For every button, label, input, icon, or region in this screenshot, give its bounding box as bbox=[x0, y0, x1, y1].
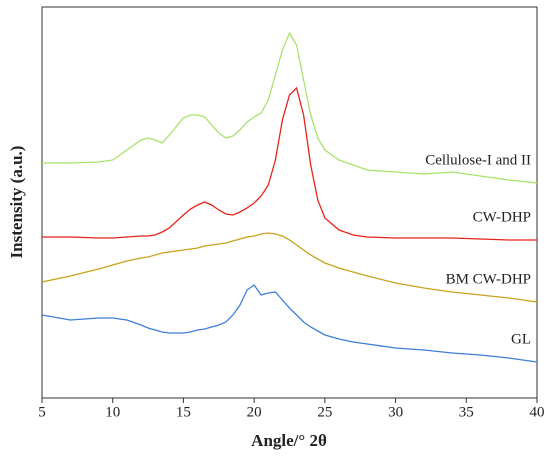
x-tick-label: 10 bbox=[105, 404, 120, 420]
series-line bbox=[42, 31, 538, 184]
x-tick-label: 15 bbox=[176, 404, 191, 420]
x-tick-label: 30 bbox=[388, 404, 403, 420]
series-label: Cellulose-I and II bbox=[425, 152, 531, 168]
series-line bbox=[41, 284, 538, 363]
series-label: BM CW-DHP bbox=[446, 271, 531, 287]
x-tick-label: 25 bbox=[317, 404, 332, 420]
x-tick-label: 35 bbox=[459, 404, 474, 420]
x-tick-label: 5 bbox=[38, 404, 46, 420]
x-axis-title: Angle/° 2θ bbox=[251, 431, 327, 450]
series-line bbox=[41, 232, 538, 303]
series-label: GL bbox=[511, 331, 531, 347]
x-tick-label: 20 bbox=[247, 404, 262, 420]
x-tick-label: 40 bbox=[530, 404, 545, 420]
series-line bbox=[42, 86, 537, 241]
plot-frame bbox=[41, 6, 538, 399]
series-label: CW-DHP bbox=[473, 209, 531, 225]
y-axis-title: Instensity (a.u.) bbox=[7, 146, 26, 259]
